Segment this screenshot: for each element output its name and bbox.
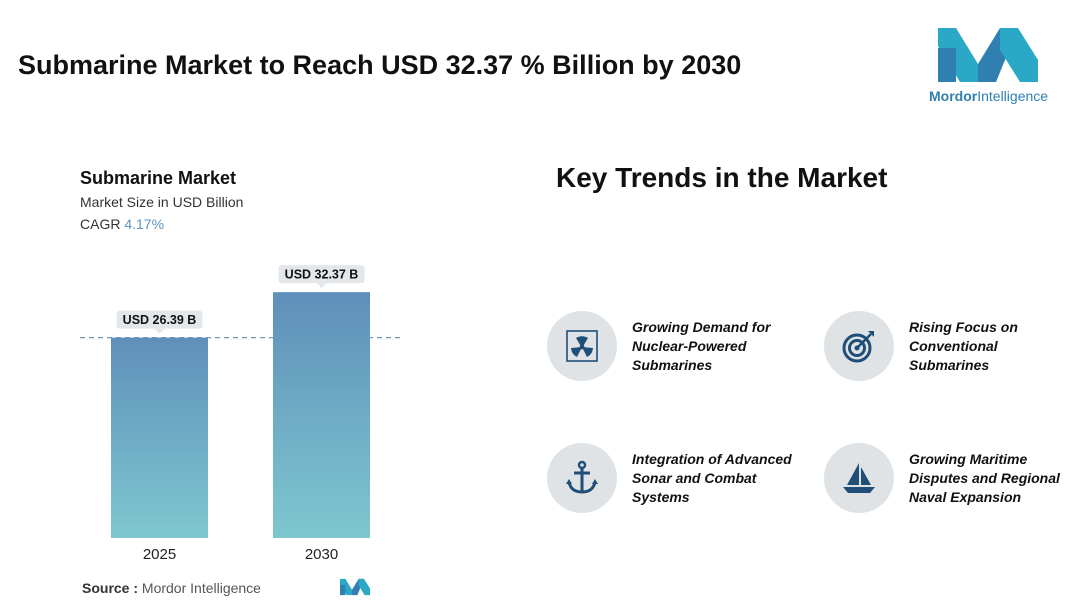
cagr-value: 4.17% <box>124 216 165 232</box>
data-label-pill <box>116 310 203 329</box>
bar-2025 <box>111 337 208 538</box>
trend-icon-circle <box>547 443 617 513</box>
chart-subtitle: Market Size in USD Billion <box>80 194 244 210</box>
trend-item-conventional: Rising Focus on Conventional Submarines <box>909 319 1018 373</box>
trends-title: Key Trends in the Market <box>556 162 888 193</box>
source-text: Mordor Intelligence <box>141 580 261 596</box>
trend-item-sonar: Integration of Advanced Sonar and Combat… <box>632 451 792 505</box>
mordor-logo-icon <box>938 28 1038 82</box>
chart-title: Submarine Market <box>80 168 237 188</box>
data-label-pointer <box>316 283 327 289</box>
page-title: Submarine Market to Reach USD 32.37 % Bi… <box>18 50 742 80</box>
trend-item-maritime: Growing Maritime Disputes and Regional N… <box>909 451 1060 505</box>
bar-2030 <box>273 292 370 538</box>
radiation-icon <box>566 330 598 362</box>
logo: MordorIntelligence <box>926 28 1056 108</box>
data-label-pointer <box>154 328 165 334</box>
anchor-icon <box>566 460 598 494</box>
cagr-label: CAGR <box>80 216 121 232</box>
trend-icon-circle <box>824 311 894 381</box>
trend-icon-circle <box>824 443 894 513</box>
data-label: USD 32.37 B <box>285 268 359 282</box>
source-label: Source : <box>82 580 139 596</box>
sailboat-icon <box>843 463 875 493</box>
x-tick-label: 2025 <box>143 546 176 563</box>
data-label: USD 26.39 B <box>123 313 197 327</box>
source: Source : Mordor Intelligence <box>82 580 261 596</box>
x-tick-label: 2030 <box>305 546 338 563</box>
trend-item-nuclear: Growing Demand for Nuclear-Powered Subma… <box>632 319 771 373</box>
target-icon <box>842 331 874 363</box>
cagr: CAGR 4.17% <box>80 216 164 232</box>
logo-text: MordorIntelligence <box>929 88 1049 104</box>
data-label-pill <box>278 265 365 284</box>
source-logo-icon <box>340 578 370 596</box>
trend-icon-circle <box>547 311 617 381</box>
